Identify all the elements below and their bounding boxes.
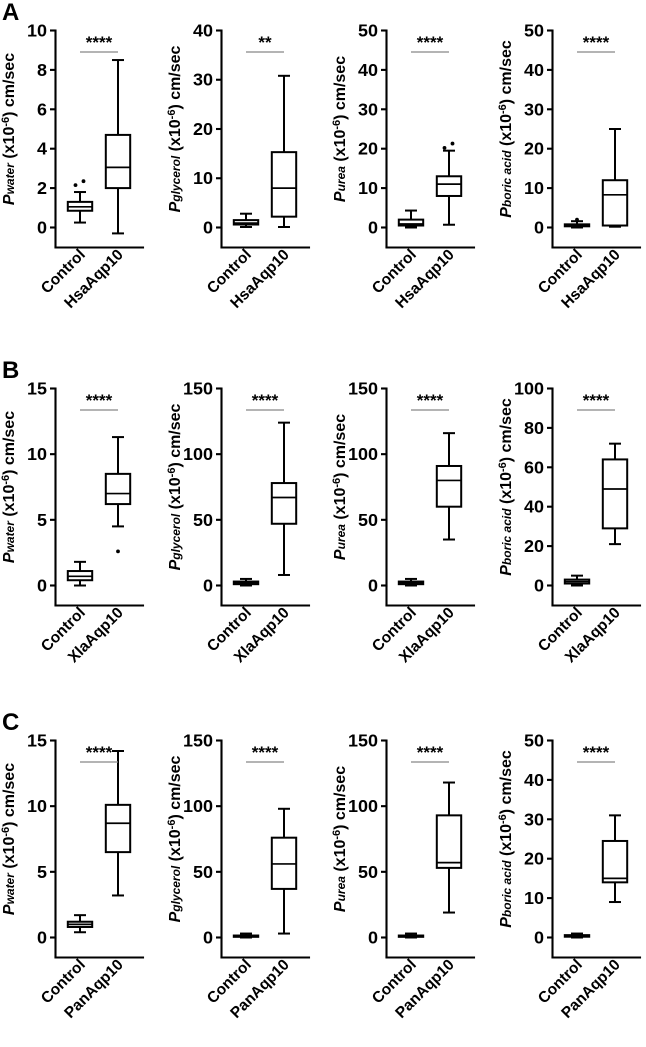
svg-text:10: 10 xyxy=(27,20,47,40)
svg-text:40: 40 xyxy=(523,770,543,790)
svg-text:100: 100 xyxy=(348,797,378,817)
svg-text:10: 10 xyxy=(27,444,47,464)
svg-text:40: 40 xyxy=(358,60,378,80)
svg-text:0: 0 xyxy=(37,575,47,595)
svg-text:0: 0 xyxy=(202,575,212,595)
svg-text:40: 40 xyxy=(523,496,543,516)
svg-text:30: 30 xyxy=(358,99,378,119)
svg-text:20: 20 xyxy=(523,849,543,869)
svg-text:0: 0 xyxy=(202,217,212,237)
svg-text:30: 30 xyxy=(192,70,212,90)
svg-text:10: 10 xyxy=(523,888,543,908)
svg-text:50: 50 xyxy=(358,510,378,530)
svg-text:Pboric acid (x10-6) cm/sec: Pboric acid (x10-6) cm/sec xyxy=(497,40,515,218)
svg-text:0: 0 xyxy=(368,217,378,237)
svg-text:50: 50 xyxy=(358,862,378,882)
svg-text:4: 4 xyxy=(37,139,47,159)
svg-text:100: 100 xyxy=(348,444,378,464)
svg-text:100: 100 xyxy=(513,378,543,398)
svg-text:8: 8 xyxy=(37,60,47,80)
svg-text:Purea (x10-6) cm/sec: Purea (x10-6) cm/sec xyxy=(331,414,349,560)
svg-text:80: 80 xyxy=(523,418,543,438)
svg-text:****: **** xyxy=(417,33,444,52)
svg-text:6: 6 xyxy=(37,99,47,119)
svg-text:10: 10 xyxy=(358,178,378,198)
svg-text:30: 30 xyxy=(523,99,543,119)
svg-text:****: **** xyxy=(86,743,113,762)
svg-text:Purea (x10-6) cm/sec: Purea (x10-6) cm/sec xyxy=(331,56,349,202)
svg-text:0: 0 xyxy=(202,928,212,948)
svg-text:****: **** xyxy=(582,391,609,410)
svg-text:30: 30 xyxy=(523,810,543,830)
svg-text:B: B xyxy=(2,358,19,384)
svg-text:0: 0 xyxy=(533,575,543,595)
svg-text:10: 10 xyxy=(27,797,47,817)
svg-text:20: 20 xyxy=(358,139,378,159)
svg-text:150: 150 xyxy=(348,378,378,398)
svg-text:****: **** xyxy=(582,743,609,762)
svg-text:5: 5 xyxy=(37,510,47,530)
svg-text:Pwater (x10-6) cm/sec: Pwater (x10-6) cm/sec xyxy=(0,53,18,205)
svg-text:Pglycerol (x10-6) cm/sec: Pglycerol (x10-6) cm/sec xyxy=(166,45,184,212)
svg-text:5: 5 xyxy=(37,862,47,882)
svg-text:150: 150 xyxy=(182,731,212,751)
svg-text:****: **** xyxy=(86,33,113,52)
svg-text:Pboric acid (x10-6) cm/sec: Pboric acid (x10-6) cm/sec xyxy=(497,398,515,576)
svg-text:100: 100 xyxy=(182,797,212,817)
svg-text:0: 0 xyxy=(533,928,543,948)
svg-text:15: 15 xyxy=(27,731,47,751)
svg-text:50: 50 xyxy=(192,510,212,530)
svg-text:0: 0 xyxy=(37,217,47,237)
svg-text:150: 150 xyxy=(348,731,378,751)
svg-text:0: 0 xyxy=(37,928,47,948)
svg-text:****: **** xyxy=(251,743,278,762)
svg-text:****: **** xyxy=(582,33,609,52)
svg-text:0: 0 xyxy=(533,217,543,237)
svg-text:C: C xyxy=(2,710,19,736)
svg-text:20: 20 xyxy=(523,536,543,556)
svg-text:150: 150 xyxy=(182,378,212,398)
svg-text:0: 0 xyxy=(368,575,378,595)
svg-text:20: 20 xyxy=(192,119,212,139)
svg-text:Pboric acid (x10-6) cm/sec: Pboric acid (x10-6) cm/sec xyxy=(497,751,515,929)
svg-text:****: **** xyxy=(417,391,444,410)
svg-text:Pwater (x10-6) cm/sec: Pwater (x10-6) cm/sec xyxy=(0,763,18,915)
svg-text:A: A xyxy=(2,0,19,26)
svg-text:50: 50 xyxy=(358,20,378,40)
svg-text:50: 50 xyxy=(192,862,212,882)
svg-text:2: 2 xyxy=(37,178,47,198)
svg-text:50: 50 xyxy=(523,20,543,40)
svg-text:100: 100 xyxy=(182,444,212,464)
svg-text:40: 40 xyxy=(192,20,212,40)
svg-text:10: 10 xyxy=(192,168,212,188)
svg-text:0: 0 xyxy=(368,928,378,948)
svg-text:50: 50 xyxy=(523,731,543,751)
svg-text:****: **** xyxy=(251,391,278,410)
svg-text:Pwater (x10-6) cm/sec: Pwater (x10-6) cm/sec xyxy=(0,411,18,563)
svg-text:Pglycerol (x10-6) cm/sec: Pglycerol (x10-6) cm/sec xyxy=(166,756,184,923)
svg-text:60: 60 xyxy=(523,457,543,477)
svg-text:**: ** xyxy=(258,33,272,52)
svg-text:****: **** xyxy=(417,743,444,762)
svg-text:Purea (x10-6) cm/sec: Purea (x10-6) cm/sec xyxy=(331,766,349,912)
svg-text:15: 15 xyxy=(27,378,47,398)
svg-text:10: 10 xyxy=(523,178,543,198)
svg-text:****: **** xyxy=(86,391,113,410)
svg-text:40: 40 xyxy=(523,60,543,80)
svg-text:Pglycerol (x10-6) cm/sec: Pglycerol (x10-6) cm/sec xyxy=(166,403,184,570)
svg-text:20: 20 xyxy=(523,139,543,159)
